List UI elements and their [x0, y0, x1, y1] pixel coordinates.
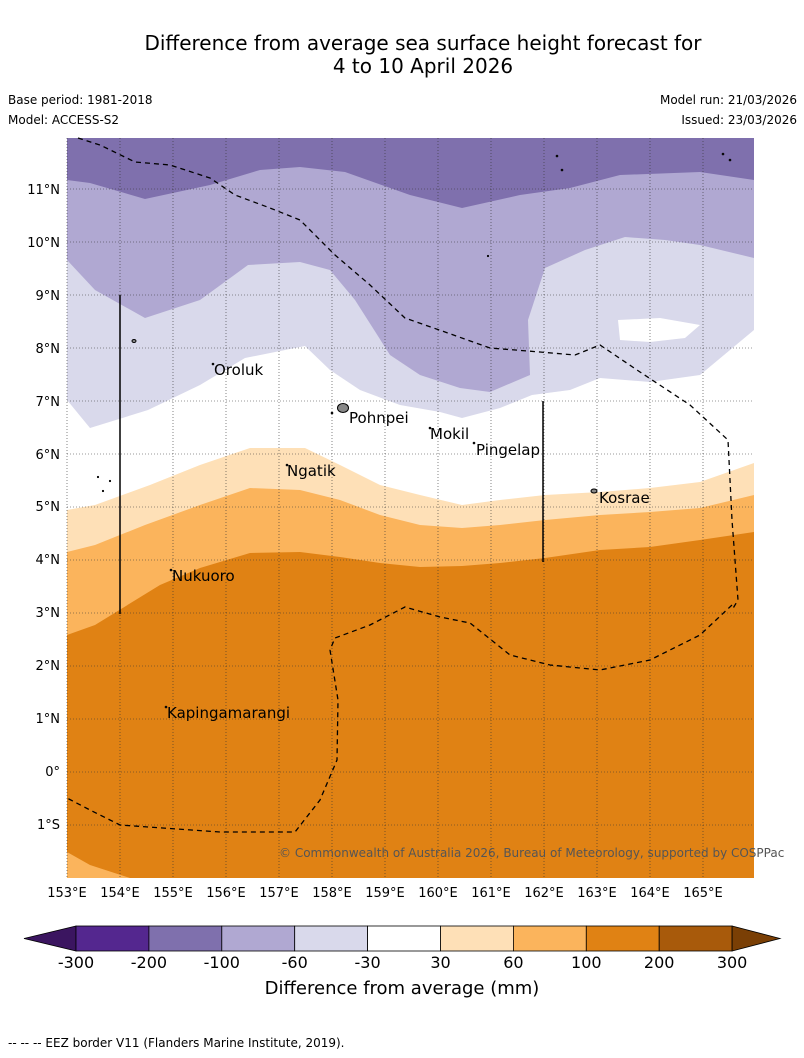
place-label-kapingamarangi: Kapingamarangi [167, 704, 290, 722]
colorbar-tick-label: 60 [503, 953, 524, 972]
place-label-mokil: Mokil [430, 425, 469, 443]
colorbar-title: Difference from average (mm) [264, 978, 540, 999]
island-dot [560, 168, 564, 172]
lon-label: 163°E [577, 886, 617, 901]
lat-label: 1°N [36, 712, 61, 727]
place-labels: Oroluk Pohnpei Mokil Pingelap Ngatik Kos… [167, 361, 650, 722]
boundary-lines [119, 295, 544, 614]
place-label-pohnpei: Pohnpei [349, 409, 409, 427]
island-dot [486, 254, 490, 258]
lat-label: 2°N [36, 659, 61, 674]
lat-label: 6°N [36, 448, 61, 463]
lat-label: 11°N [27, 183, 60, 198]
kapingamarangi-island [164, 705, 168, 709]
colorbar-segment [148, 925, 223, 952]
model-run: Model run: 21/03/2026 [659, 93, 797, 107]
colorbar-tick-label: 100 [571, 953, 602, 972]
pingelap-island [472, 441, 476, 445]
lat-label: 4°N [36, 553, 61, 568]
lon-label: 164°E [630, 886, 670, 901]
colorbar-segment [585, 925, 660, 952]
title-line-2: 4 to 10 April 2026 [332, 54, 514, 78]
eez-border-south [66, 604, 733, 833]
oroluk-island [211, 362, 215, 366]
colorbar-segment [367, 925, 441, 952]
lat-label: 8°N [36, 342, 61, 357]
colorbar-tick-label: -200 [130, 953, 168, 972]
island-dot [721, 152, 725, 156]
lat-label: 10°N [27, 236, 60, 251]
lat-label: 3°N [36, 606, 61, 621]
colorbar-tick-label: 200 [643, 953, 675, 972]
colorbar-extend-high [731, 925, 782, 952]
colorbar-tick-label: -30 [354, 953, 381, 972]
island-dot [96, 475, 100, 479]
ngatik-island [285, 463, 289, 467]
band-hole-minus-30-to-30 [618, 318, 700, 342]
lon-label: 154°E [100, 886, 140, 901]
chart-title: Difference from average sea surface heig… [0, 32, 804, 78]
colorbar-tick-label: -60 [281, 953, 308, 972]
island-dot [131, 339, 137, 343]
nukuoro-island [169, 568, 173, 572]
mokil-island [428, 426, 432, 430]
place-label-kosrae: Kosrae [599, 489, 650, 507]
colorbar [23, 925, 782, 952]
title-line-1: Difference from average sea surface heig… [144, 31, 702, 55]
kosrae-island [590, 488, 598, 494]
colorbar-segment [221, 925, 296, 952]
longitude-labels: 153°E 154°E 155°E 156°E 157°E 158°E 159°… [47, 886, 723, 901]
lat-label: 9°N [36, 289, 61, 304]
island-dot [330, 411, 334, 415]
colorbar-segment [440, 925, 514, 952]
island-dot [555, 154, 559, 158]
place-label-pingelap: Pingelap [476, 441, 540, 459]
colorbar-segment [75, 925, 150, 952]
lon-label: 158°E [312, 886, 352, 901]
footnote: -- -- -- EEZ border V11 (Flanders Marine… [8, 1036, 345, 1050]
colorbar-tick-label: 30 [430, 953, 451, 972]
colorbar-tick-label: -300 [57, 953, 95, 972]
island-dot [108, 479, 112, 483]
lat-label: 5°N [36, 500, 61, 515]
place-label-nukuoro: Nukuoro [172, 567, 235, 585]
lon-label: 160°E [418, 886, 458, 901]
lat-label: 1°S [37, 818, 60, 833]
band-100-to-200 [67, 532, 754, 878]
model-name: Model: ACCESS-S2 [8, 113, 120, 127]
eez-borders [66, 137, 739, 833]
place-label-oroluk: Oroluk [214, 361, 263, 379]
contour-fills [67, 138, 754, 878]
islands [96, 152, 732, 709]
place-label-ngatik: Ngatik [287, 462, 336, 480]
lon-label: 157°E [259, 886, 299, 901]
lon-label: 153°E [47, 886, 87, 901]
colorbar-segment [294, 925, 369, 952]
colorbar-segment [658, 925, 733, 952]
lon-label: 159°E [365, 886, 405, 901]
colorbar-segment [513, 925, 587, 952]
island-dot [101, 489, 105, 493]
issued-date: Issued: 23/03/2026 [681, 113, 797, 127]
base-period: Base period: 1981-2018 [8, 93, 153, 107]
lat-label: 7°N [36, 395, 61, 410]
lon-label: 162°E [524, 886, 564, 901]
pohnpei-island [337, 403, 349, 413]
lon-label: 155°E [153, 886, 193, 901]
island-dot [728, 158, 732, 162]
lat-label: 0° [45, 765, 60, 780]
latitude-labels: 11°N 10°N 9°N 8°N 7°N 6°N 5°N 4°N 3°N 2°… [27, 183, 60, 833]
lon-label: 156°E [206, 886, 246, 901]
copyright-text: © Commonwealth of Australia 2026, Bureau… [279, 846, 784, 860]
lon-label: 165°E [683, 886, 723, 901]
eez-border-north [77, 137, 739, 611]
colorbar-tick-label: 300 [716, 953, 748, 972]
map-grid [66, 138, 754, 878]
colorbar-extend-low [23, 925, 77, 952]
colorbar-tick-label: -100 [203, 953, 240, 972]
lon-label: 161°E [471, 886, 511, 901]
